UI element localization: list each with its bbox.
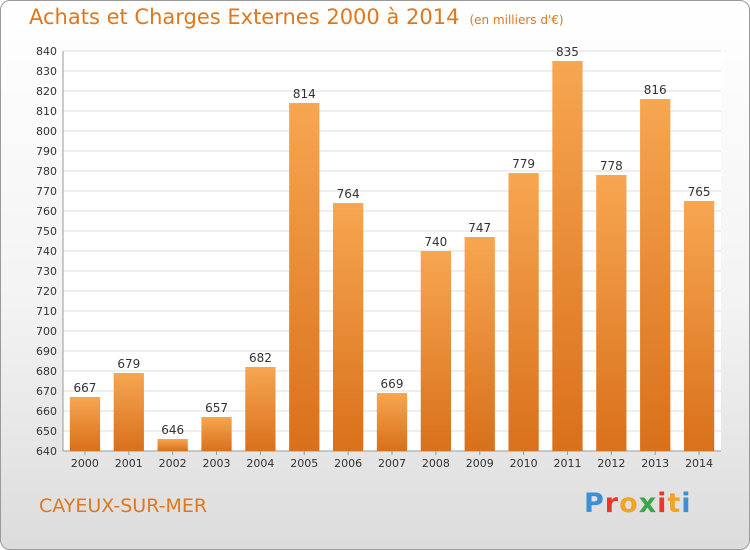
value-label: 740 xyxy=(424,235,447,249)
value-label: 814 xyxy=(293,87,316,101)
y-tick-label: 800 xyxy=(36,125,57,138)
bar-2008[interactable] xyxy=(420,251,452,451)
value-label: 682 xyxy=(249,351,272,365)
y-tick-label: 640 xyxy=(36,445,57,458)
bar-2007[interactable] xyxy=(376,393,408,451)
x-tick-label: 2002 xyxy=(159,457,187,470)
bar-2004[interactable] xyxy=(245,367,276,451)
y-tick-label: 740 xyxy=(36,245,57,258)
y-tick-label: 720 xyxy=(36,285,57,298)
city-name: CAYEUX-SUR-MER xyxy=(39,495,208,517)
logo-letter: i xyxy=(681,488,692,519)
value-label: 667 xyxy=(73,381,96,395)
y-tick-label: 700 xyxy=(36,325,57,338)
bar-2003[interactable] xyxy=(201,417,232,451)
bar-2014[interactable] xyxy=(683,201,715,451)
labels: 640 650 660 670 680 690 700 710 720 730 740 750 760 7… xyxy=(36,45,713,470)
bar-2012[interactable] xyxy=(596,175,627,451)
y-tick-label: 660 xyxy=(36,405,57,418)
y-tick-label: 830 xyxy=(36,65,57,78)
logo-letter: o xyxy=(619,488,639,519)
value-label: 765 xyxy=(688,185,711,199)
bar-2005[interactable] xyxy=(289,103,320,451)
y-tick-label: 760 xyxy=(36,205,57,218)
y-tick-label: 840 xyxy=(36,45,57,58)
x-tick-label: 2006 xyxy=(334,457,362,470)
y-tick-label: 650 xyxy=(36,425,57,438)
x-tick-label: 2014 xyxy=(685,457,713,470)
x-tick-label: 2010 xyxy=(510,457,538,470)
value-label: 764 xyxy=(337,187,360,201)
y-tick-label: 750 xyxy=(36,225,57,238)
bar-2006[interactable] xyxy=(332,203,364,451)
y-tick-label: 670 xyxy=(36,385,57,398)
x-tick-label: 2003 xyxy=(203,457,231,470)
value-label: 747 xyxy=(468,221,491,235)
value-label: 657 xyxy=(205,401,228,415)
bar-2013[interactable] xyxy=(640,99,671,451)
chart-title: Achats et Charges Externes 2000 à 2014 (e… xyxy=(29,5,564,29)
proxiti-logo[interactable]: Proxiti xyxy=(584,488,692,519)
y-tick-label: 810 xyxy=(36,105,57,118)
title-text: Achats et Charges Externes 2000 à 2014 xyxy=(29,5,460,29)
y-tick-label: 730 xyxy=(36,265,57,278)
value-label: 669 xyxy=(381,377,404,391)
x-tick-label: 2000 xyxy=(71,457,99,470)
logo-letter: i xyxy=(657,488,668,519)
logo-letter: t xyxy=(667,488,682,519)
y-tick-label: 690 xyxy=(36,345,57,358)
y-tick-label: 820 xyxy=(36,85,57,98)
x-tick-label: 2005 xyxy=(290,457,318,470)
x-tick-label: 2011 xyxy=(553,457,581,470)
y-tick-label: 780 xyxy=(36,165,57,178)
bar-2009[interactable] xyxy=(464,237,495,451)
x-tick-label: 2008 xyxy=(422,457,450,470)
bars xyxy=(69,61,715,451)
logo-letter: r xyxy=(604,488,620,519)
value-label: 646 xyxy=(161,423,184,437)
value-label: 816 xyxy=(644,83,667,97)
value-label: 779 xyxy=(512,157,535,171)
value-label: 778 xyxy=(600,159,623,173)
x-tick-label: 2013 xyxy=(641,457,669,470)
bar-2011[interactable] xyxy=(552,61,583,451)
x-tick-label: 2004 xyxy=(246,457,274,470)
value-label: 835 xyxy=(556,45,579,59)
y-tick-label: 770 xyxy=(36,185,57,198)
value-label: 679 xyxy=(117,357,140,371)
x-tick-label: 2007 xyxy=(378,457,406,470)
bar-2002[interactable] xyxy=(157,439,188,451)
y-tick-label: 790 xyxy=(36,145,57,158)
x-tick-label: 2009 xyxy=(466,457,494,470)
bar-2000[interactable] xyxy=(69,397,101,451)
bar-2001[interactable] xyxy=(113,373,144,451)
bar-2010[interactable] xyxy=(508,173,539,451)
logo-letter: P xyxy=(584,488,605,519)
x-tick-label: 2001 xyxy=(115,457,143,470)
x-tick-label: 2012 xyxy=(597,457,625,470)
y-tick-label: 710 xyxy=(36,305,57,318)
chart-subtitle: (en milliers d'€) xyxy=(469,13,564,27)
y-tick-label: 680 xyxy=(36,365,57,378)
logo-letter: x xyxy=(638,488,658,519)
